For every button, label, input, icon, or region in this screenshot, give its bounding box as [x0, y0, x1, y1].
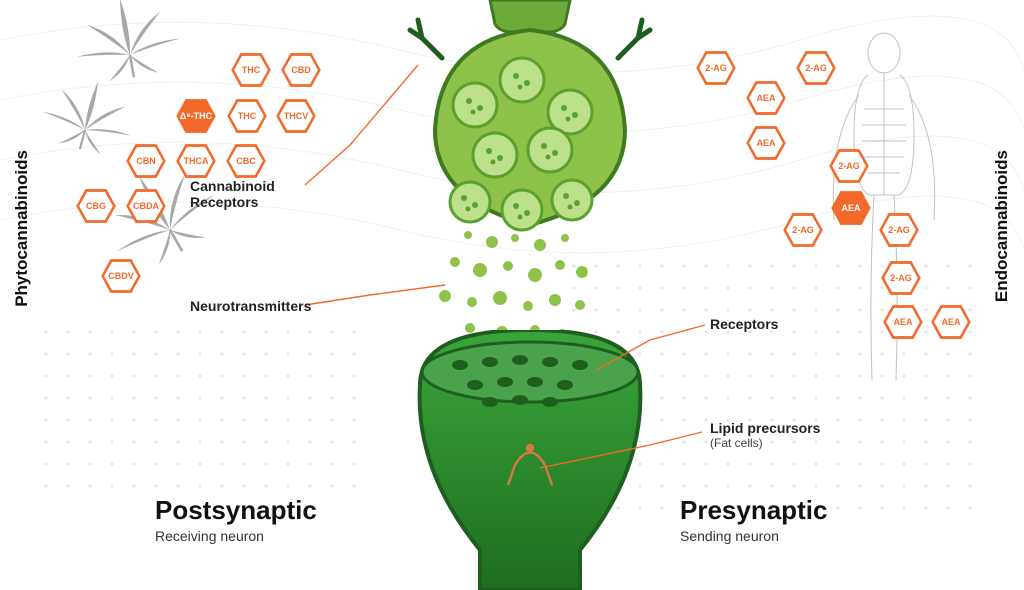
hex-cbd: CBD	[280, 52, 322, 88]
label-neurotransmitters: Neurotransmitters	[190, 298, 311, 314]
bottom-right-title: PresynapticSending neuron	[680, 495, 827, 544]
label-text: Lipid precursors	[710, 420, 820, 436]
label-subtext: (Fat cells)	[710, 436, 820, 450]
hex-thcv: THCV	[275, 98, 317, 134]
hex-cbc: CBC	[225, 143, 267, 179]
hex-aea: AEA	[830, 190, 872, 226]
hex-2-ag: 2-AG	[878, 212, 920, 248]
label-lipid: Lipid precursors(Fat cells)	[710, 420, 820, 450]
hex-aea: AEA	[882, 304, 924, 340]
hex-2-ag: 2-AG	[880, 260, 922, 296]
hex-thc: THC	[230, 52, 272, 88]
hex-cbn: CBN	[125, 143, 167, 179]
hex-2-ag: 2-AG	[828, 148, 870, 184]
bottom-left-title: PostsynapticReceiving neuron	[155, 495, 317, 544]
hex-aea: AEA	[745, 80, 787, 116]
callout-lines	[0, 0, 1024, 576]
label-cannabinoid-receptors: CannabinoidReceptors	[190, 178, 275, 210]
hex-2-ag: 2-AG	[695, 50, 737, 86]
hex-cbdv: CBDV	[100, 258, 142, 294]
hex-cbda: CBDA	[125, 188, 167, 224]
hex-aea: AEA	[930, 304, 972, 340]
label-receptors: Receptors	[710, 316, 778, 332]
hex-δ⁸-thc: Δ⁸-THC	[175, 98, 217, 134]
hex-thca: THCA	[175, 143, 217, 179]
hex-thc: THC	[226, 98, 268, 134]
diagram-stage: Phytocannabinoids Endocannabinoids Canna…	[0, 0, 1024, 576]
hex-2-ag: 2-AG	[782, 212, 824, 248]
hex-aea: AEA	[745, 125, 787, 161]
hex-cbg: CBG	[75, 188, 117, 224]
hex-2-ag: 2-AG	[795, 50, 837, 86]
